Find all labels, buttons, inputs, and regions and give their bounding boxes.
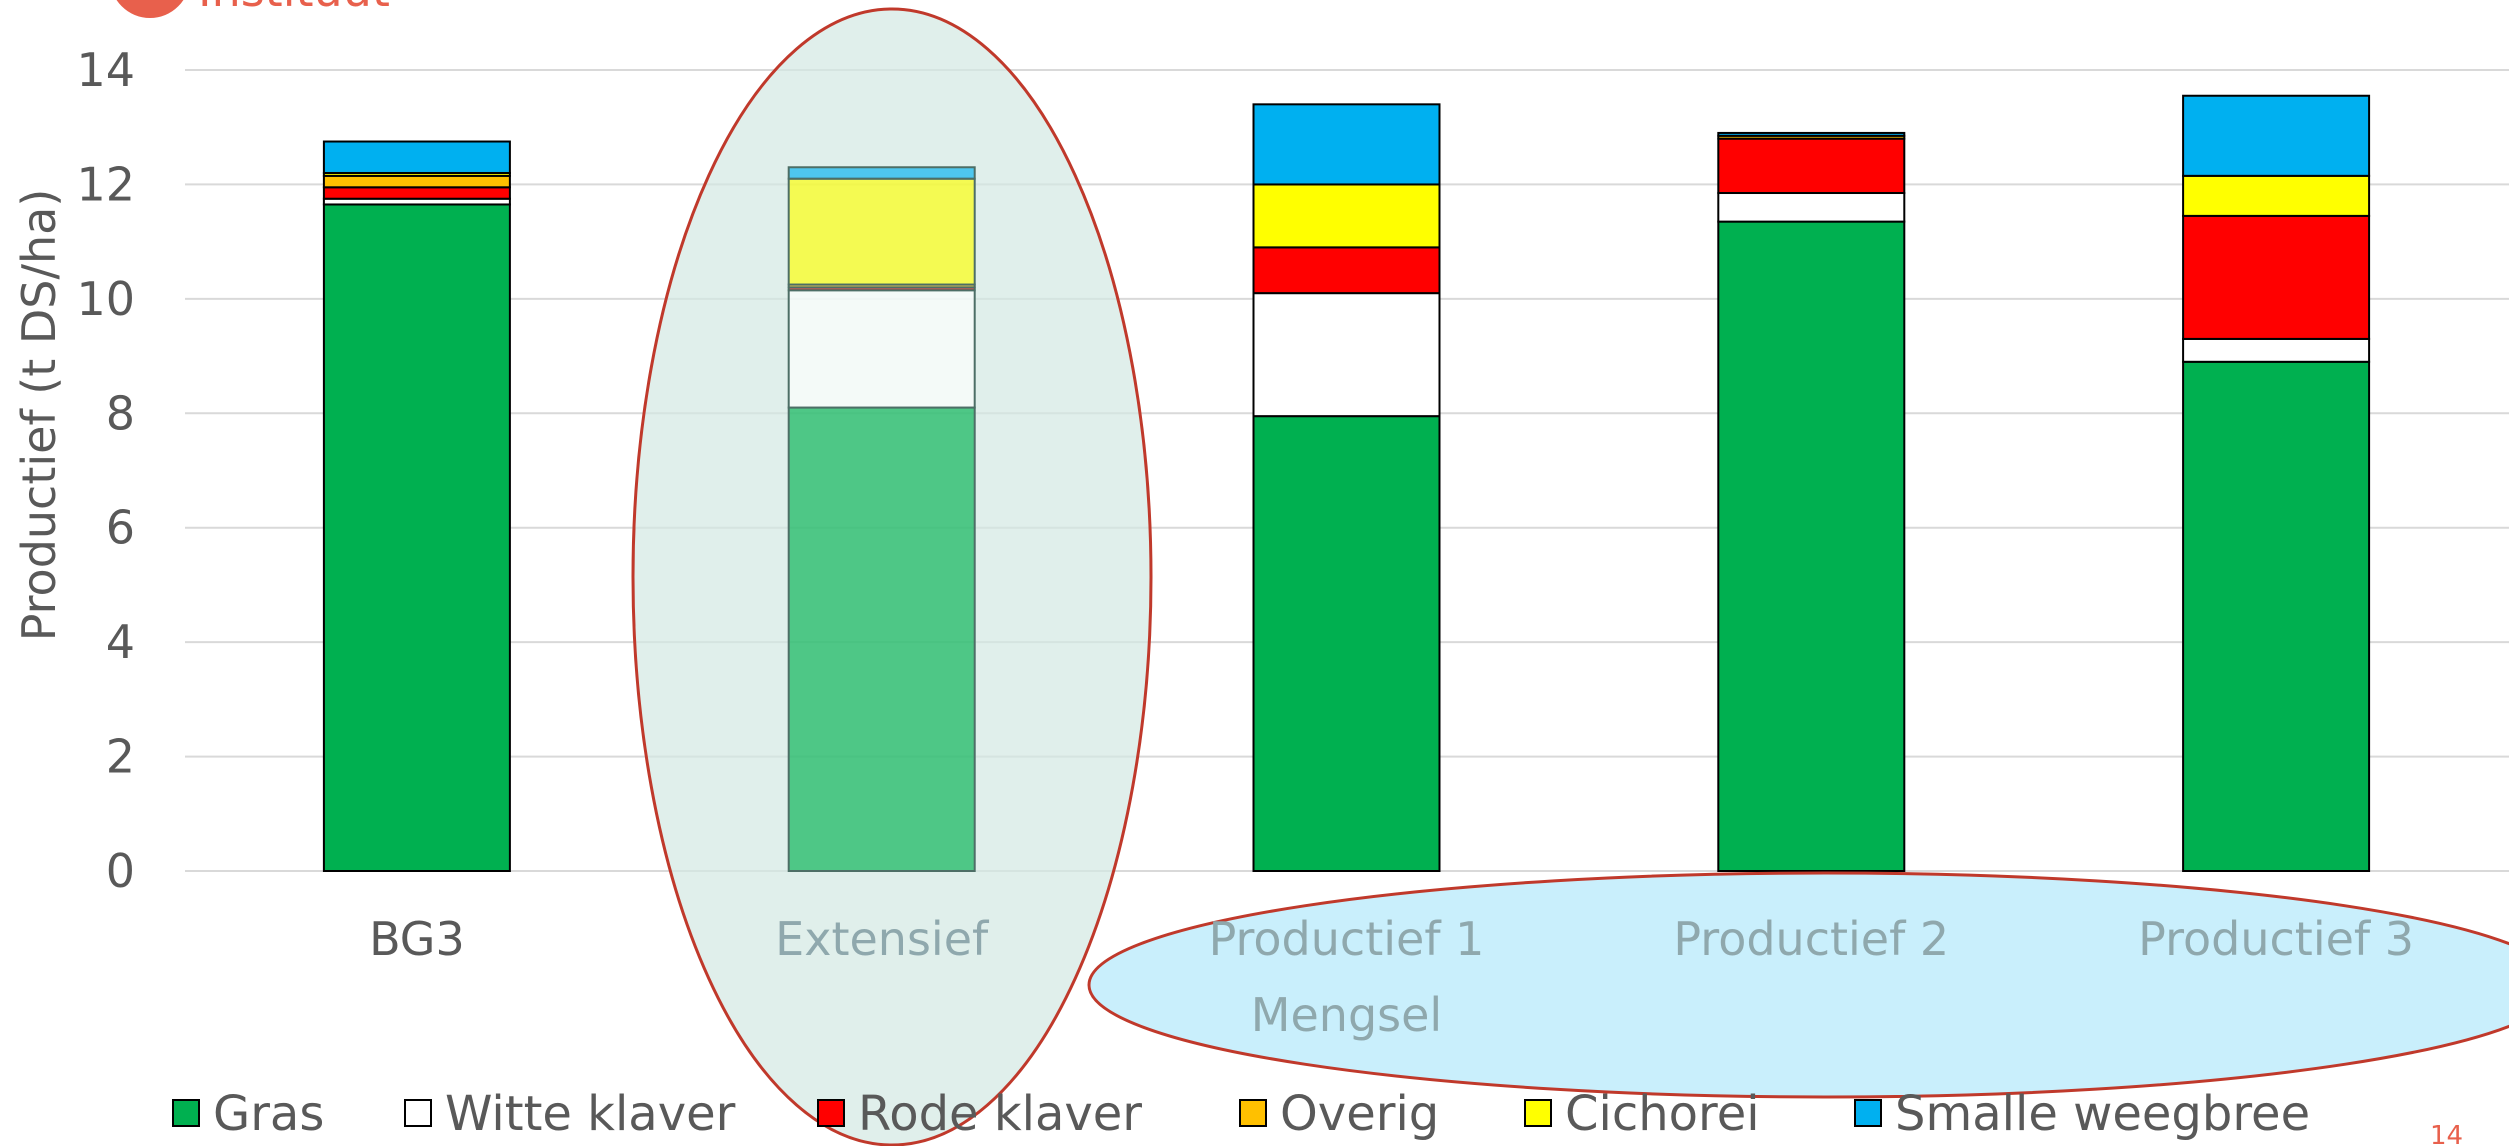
header-text: Instituut (198, 0, 390, 17)
legend-item: Gras (172, 1086, 324, 1142)
legend-label: Gras (213, 1086, 324, 1142)
bars (322, 94, 2371, 873)
productief-highlight-ellipse (1087, 871, 2509, 1099)
bar-segment (787, 289, 976, 409)
legend-swatch (404, 1099, 432, 1127)
bar-segment (1717, 137, 1906, 195)
x-tick-label: Productief 1 (1209, 912, 1485, 966)
bar-segment (1252, 103, 1441, 186)
legend-swatch (817, 1099, 845, 1127)
legend-item: Smalle weegbree (1854, 1086, 2310, 1142)
legend-swatch (1524, 1099, 1552, 1127)
y-axis-ticks: 0 2 4 6 8 10 12 14 (76, 43, 135, 898)
bar-segment (1252, 415, 1441, 872)
page-number: 14 (2430, 1121, 2463, 1146)
x-axis-labels-overlay: Productief 1 Mengsel Productief 2 Productie… (1209, 912, 2414, 1042)
header-logo: Instituut (116, 0, 390, 18)
legend-item: Overig (1239, 1086, 1439, 1142)
bar-segment (787, 177, 976, 286)
legend-item: Rode klaver (817, 1086, 1142, 1142)
bar-segment (1717, 131, 1906, 137)
bar-segment (322, 140, 511, 174)
legend-swatch (1854, 1099, 1882, 1127)
legend-swatch (172, 1099, 200, 1127)
legend-swatch (1239, 1099, 1267, 1127)
bar-segment (322, 203, 511, 873)
bar-segment (322, 186, 511, 200)
logo-mark-icon (116, 0, 184, 18)
bar-segment (322, 174, 511, 189)
bar-segment (1252, 292, 1441, 418)
bar-segment (2182, 94, 2371, 177)
x-tick-label: Mengsel (1251, 988, 1442, 1042)
y-tick-label: 2 (106, 730, 135, 784)
bar-segment (2182, 174, 2371, 217)
x-axis-labels: BG3 Extensief (369, 912, 990, 966)
x-tick-label: BG3 (369, 912, 465, 966)
legend-label: Witte klaver (445, 1086, 736, 1142)
bar-segment (1252, 183, 1441, 249)
x-tick-label: Productief 2 (1673, 912, 1949, 966)
x-tick-label: Productief 3 (2138, 912, 2414, 966)
legend-label: Overig (1280, 1086, 1439, 1142)
legend-item: Witte klaver (404, 1086, 736, 1142)
bar-segment (1717, 220, 1906, 872)
bar-segment (787, 166, 976, 180)
bar-segment (1717, 192, 1906, 223)
y-tick-label: 12 (76, 157, 135, 211)
bar-segment (2182, 360, 2371, 872)
x-tick-label: Extensief (775, 912, 990, 966)
bar-segment (2182, 337, 2371, 363)
y-tick-label: 6 (106, 501, 135, 555)
y-tick-label: 4 (106, 615, 135, 669)
legend-label: Smalle weegbree (1895, 1086, 2310, 1142)
bar-segment (787, 406, 976, 872)
y-tick-label: 8 (106, 386, 135, 440)
bar-segment (1252, 246, 1441, 295)
legend-label: Cichorei (1565, 1086, 1760, 1142)
legend-item: Cichorei (1524, 1086, 1760, 1142)
legend: Gras Witte klaver Rode klaver Overig Cichore… (172, 1086, 2310, 1142)
y-axis-label: Productief (t DS/ha) (12, 189, 66, 642)
y-tick-label: 0 (106, 844, 135, 898)
y-tick-label: 14 (76, 43, 135, 97)
y-tick-label: 10 (76, 272, 135, 326)
legend-label: Rode klaver (858, 1086, 1142, 1142)
bar-segment (2182, 214, 2371, 340)
